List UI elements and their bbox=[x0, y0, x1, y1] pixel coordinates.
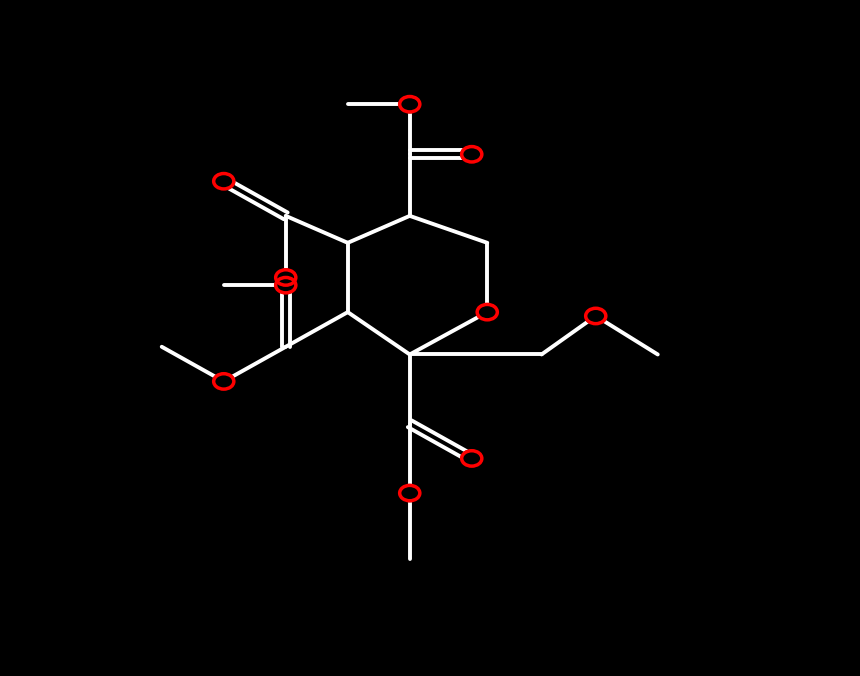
Ellipse shape bbox=[275, 276, 297, 293]
Ellipse shape bbox=[213, 173, 235, 190]
Ellipse shape bbox=[461, 450, 482, 467]
Ellipse shape bbox=[399, 485, 421, 502]
Ellipse shape bbox=[585, 308, 606, 324]
Ellipse shape bbox=[476, 304, 498, 320]
Ellipse shape bbox=[399, 96, 421, 113]
Ellipse shape bbox=[213, 373, 235, 390]
Ellipse shape bbox=[275, 269, 297, 286]
Ellipse shape bbox=[461, 146, 482, 163]
